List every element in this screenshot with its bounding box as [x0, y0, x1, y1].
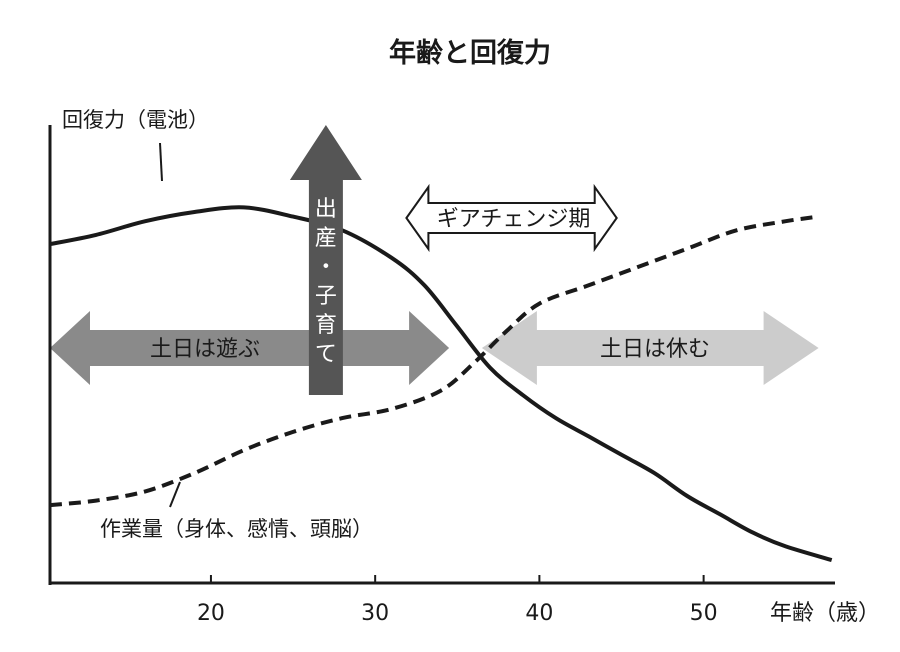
- play-weekends-label: 土日は遊ぶ: [150, 337, 260, 362]
- childbirth-char: 産: [315, 226, 337, 251]
- childbirth-char: 出: [315, 197, 337, 222]
- recovery-series-line: [49, 205, 833, 563]
- x-tick-label: 40: [525, 601, 553, 626]
- childbirth-char: 育: [315, 313, 337, 338]
- workload-series-line: [49, 214, 819, 508]
- chart-title: 年齢と回復力: [389, 37, 551, 69]
- workload-leader-line: [169, 481, 181, 508]
- x-tick-label: 50: [690, 601, 718, 626]
- childbirth-char: て: [315, 342, 337, 367]
- x-tick-label: 30: [361, 601, 389, 626]
- play-weekends-arrow: [50, 311, 450, 385]
- workload-series-label: 作業量（身体、感情、頭脳）: [100, 517, 373, 541]
- childbirth-arrow: [289, 125, 362, 395]
- gear-change-arrow: [405, 183, 618, 253]
- childbirth-char: ・: [315, 255, 337, 280]
- x-axis-title: 年齢（歳）: [770, 601, 880, 626]
- rest-weekends-arrow: [481, 311, 819, 385]
- recovery-series-label: 回復力（電池）: [62, 108, 209, 132]
- recovery-leader-line: [159, 142, 163, 182]
- gear-change-label: ギアチェンジ期: [437, 207, 591, 232]
- childbirth-char: 子: [315, 284, 337, 309]
- x-tick-label: 20: [197, 601, 225, 626]
- rest-weekends-label: 土日は休む: [600, 337, 710, 362]
